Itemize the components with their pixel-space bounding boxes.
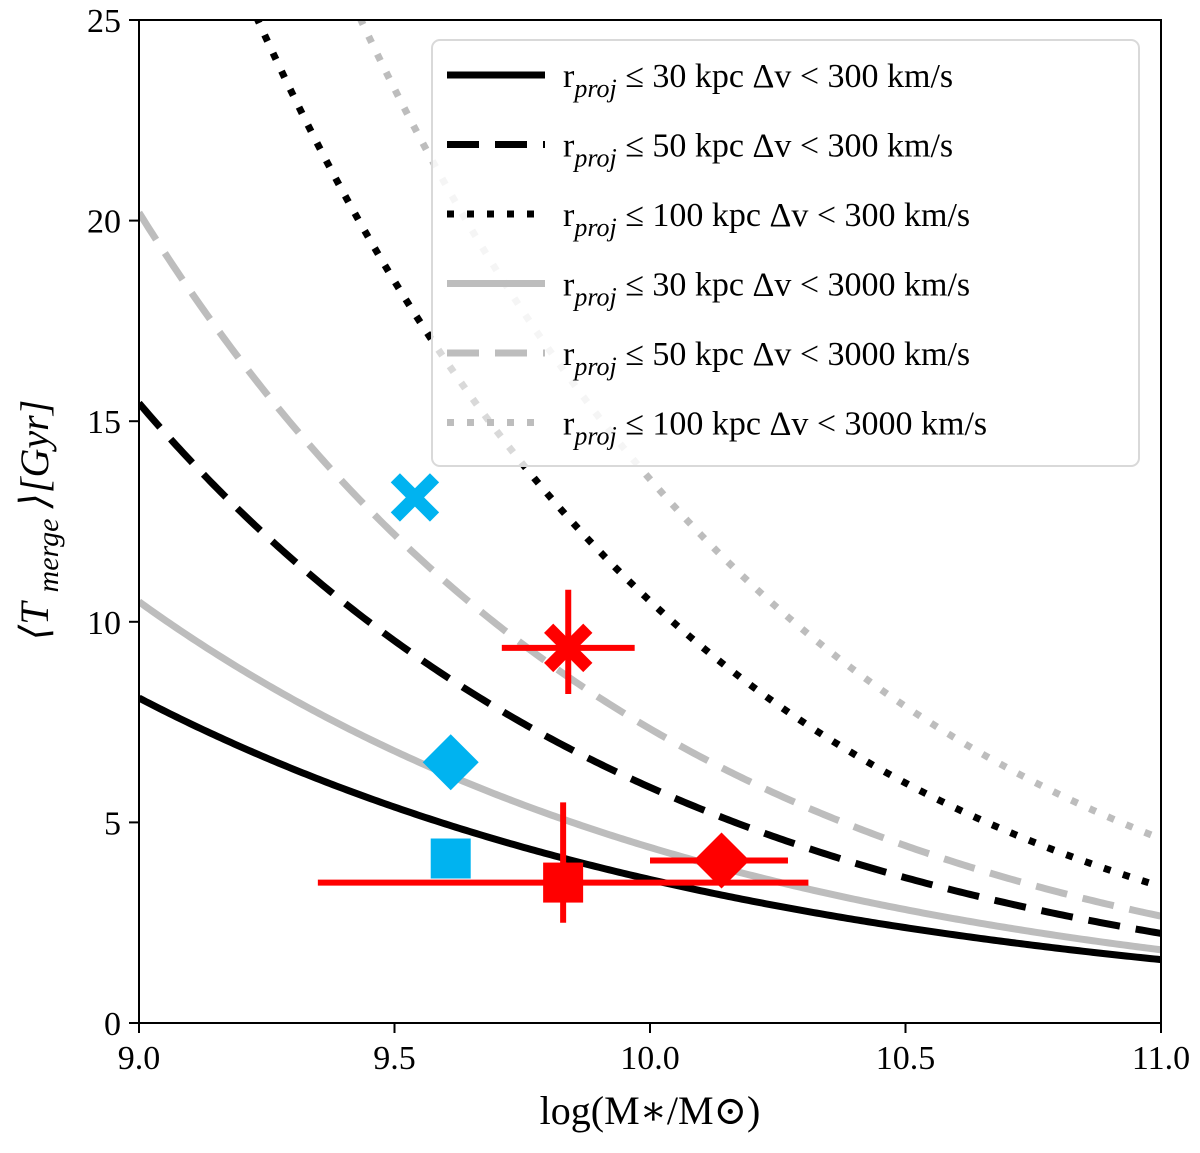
curves-layer: [139, 20, 1161, 964]
x-tick-label: 10.5: [876, 1040, 936, 1077]
x-axis: 9.0 9.5 10.0 10.5 11.0: [118, 1023, 1190, 1077]
red-diamond-marker: [693, 832, 750, 889]
legend-label-5: rproj ≤ 50 kpc Δv < 3000 km/s: [563, 336, 970, 381]
legend-label-prefix: r: [563, 406, 575, 443]
y-axis-title: ⟨T merge ⟩[Gyr]: [12, 400, 67, 641]
legend-label-rest: ≤ 50 kpc Δv < 3000 km/s: [617, 336, 970, 373]
series-line-4: [139, 598, 1161, 954]
legend-label-rest: ≤ 50 kpc Δv < 300 km/s: [617, 128, 953, 165]
y-axis-title-close: ⟩[Gyr]: [12, 400, 57, 510]
series-line-1: [139, 694, 1161, 964]
cyan-cross-stroke-b: [390, 473, 440, 522]
legend-frame: [431, 39, 1140, 467]
series-line-2: [139, 400, 1161, 937]
x-tick-label: 10.0: [620, 1040, 680, 1077]
legend-label-prefix: r: [563, 128, 575, 165]
red-cross-marker: [544, 623, 593, 673]
cyan-square-marker: [430, 838, 471, 879]
x-tick-label: 11.0: [1132, 1040, 1190, 1077]
legend-label-rest: ≤ 30 kpc Δv < 300 km/s: [617, 58, 953, 95]
legend-label-prefix: r: [563, 267, 575, 304]
legend-label-3: rproj ≤ 100 kpc Δv < 300 km/s: [563, 197, 970, 242]
y-tick-label: 15: [87, 404, 121, 441]
y-axis-title-sub: merge: [32, 519, 65, 593]
legend-label-rest: ≤ 100 kpc Δv < 3000 km/s: [617, 406, 987, 443]
legend-label-prefix: r: [563, 197, 575, 234]
y-axis: 0 5 10 15 20 25: [87, 3, 139, 1043]
series-line-6: [357, 20, 1161, 843]
y-axis-title-open: ⟨T: [12, 600, 57, 641]
legend-label-6: rproj ≤ 100 kpc Δv < 3000 km/s: [563, 406, 987, 451]
legend-label-sub: proj: [572, 74, 616, 103]
y-tick-label: 20: [87, 204, 121, 241]
legend-label-2: rproj ≤ 50 kpc Δv < 300 km/s: [563, 128, 953, 173]
series-line-5: [139, 210, 1161, 920]
y-tick-label: 0: [104, 1006, 121, 1043]
red-cross-stroke-b: [544, 623, 593, 673]
legend-label-prefix: r: [563, 58, 575, 95]
legend-label-sub: proj: [572, 422, 616, 451]
markers-layer: [390, 473, 750, 903]
legend-label-4: rproj ≤ 30 kpc Δv < 3000 km/s: [563, 267, 970, 312]
legend-label-sub: proj: [572, 144, 616, 173]
legend-label-1: rproj ≤ 30 kpc Δv < 300 km/s: [563, 58, 953, 103]
legend-label-sub: proj: [572, 283, 616, 312]
legend-label-sub: proj: [572, 213, 616, 242]
legend-label-prefix: r: [563, 336, 575, 373]
legend-label-rest: ≤ 30 kpc Δv < 3000 km/s: [617, 267, 970, 304]
x-tick-label: 9.5: [373, 1040, 416, 1077]
legend-label-sub: proj: [572, 352, 616, 381]
red-square-marker: [543, 862, 584, 903]
x-tick-label: 9.0: [118, 1040, 161, 1077]
series-line-3: [253, 20, 1161, 890]
cyan-cross-marker: [390, 473, 440, 522]
cyan-diamond-marker: [422, 734, 479, 791]
y-tick-label: 5: [104, 805, 121, 842]
x-axis-title: log(M∗/M⊙): [540, 1088, 761, 1133]
y-tick-label: 25: [87, 3, 121, 40]
legend-label-rest: ≤ 100 kpc Δv < 300 km/s: [617, 197, 970, 234]
y-tick-label: 10: [87, 605, 121, 642]
